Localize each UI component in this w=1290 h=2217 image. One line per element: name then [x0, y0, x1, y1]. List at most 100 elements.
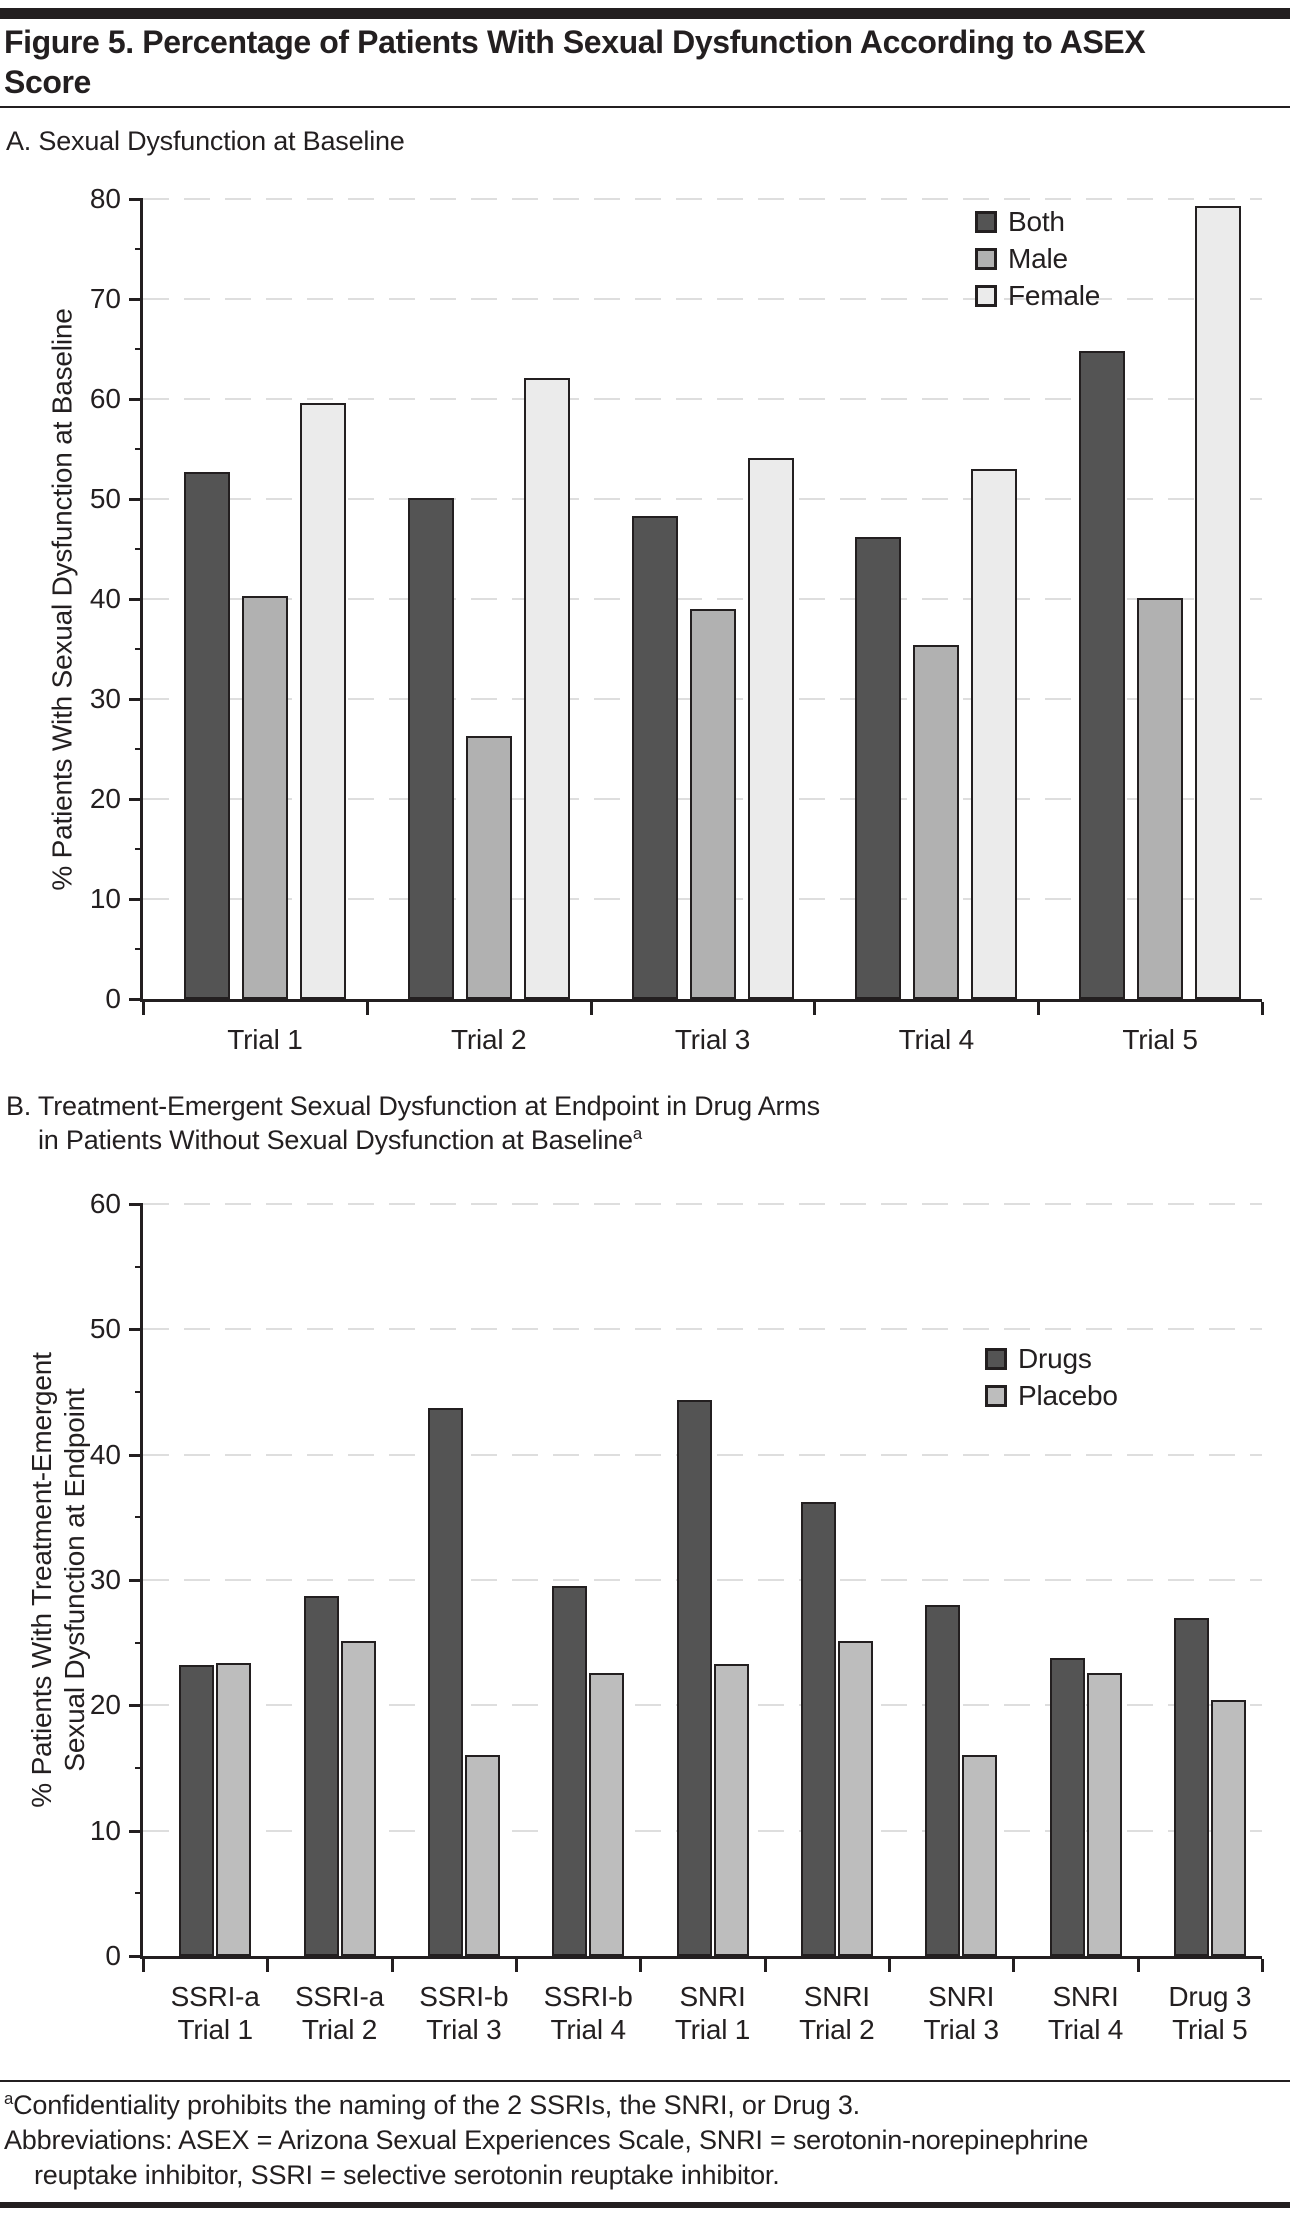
x-label-trial-2: Trial 2: [451, 1024, 527, 1055]
y-tick-50: [129, 1328, 143, 1332]
bar-snri-trial-1-placebo: [713, 1663, 749, 1956]
y-minor-tick-15: [135, 848, 143, 850]
y-tick-80: [129, 198, 143, 201]
x-label-ssri-a-trial-1: SSRI-a Trial 1: [153, 1980, 277, 2046]
x-label-line: Trial 3: [426, 2014, 502, 2045]
x-label-trial-1: Trial 1: [227, 1024, 303, 1055]
legend-label-female: Female: [1008, 280, 1101, 311]
y-tick-label-50: 50: [89, 1313, 121, 1345]
bar-trial-3-male: [689, 609, 736, 999]
top-rule: [0, 8, 1290, 19]
y-axis-label: % Patients With Sexual Dysfunction at Ba…: [46, 307, 78, 891]
gridline-60: [143, 1203, 1262, 1205]
y-tick-20: [129, 798, 143, 801]
y-minor-tick-5: [135, 948, 143, 950]
legend-swatch-placebo: [985, 1385, 1007, 1407]
x-tick-7: [1012, 1959, 1016, 1972]
x-label-line: SNRI: [679, 1981, 746, 2012]
gridline-50: [143, 1328, 1262, 1331]
y-tick-70: [129, 298, 143, 301]
footnote-line2: Abbreviations: ASEX = Arizona Sexual Exp…: [4, 2125, 1089, 2155]
bar-trial-1-female: [299, 403, 346, 999]
y-tick-label-60: 60: [89, 1188, 121, 1219]
legend-item-placebo: Placebo: [985, 1382, 1118, 1410]
x-tick-6: [888, 1959, 891, 1972]
gridline-40: [143, 598, 1262, 600]
y-tick-40: [129, 1453, 143, 1457]
y-tick-label-40: 40: [89, 1438, 121, 1470]
x-label-line: Trial 1: [177, 2014, 253, 2045]
x-label-trial-4: Trial 4: [898, 1024, 975, 1055]
bar-snri-trial-3-placebo: [962, 1755, 998, 1956]
footnote-line1: aConfidentiality prohibits the naming of…: [4, 2089, 860, 2120]
bar-snri-trial-4-placebo: [1086, 1672, 1122, 1956]
y-minor-tick-55: [135, 1265, 143, 1268]
bar-trial-1-male: [241, 596, 288, 999]
bar-trial-5-female: [1195, 206, 1242, 999]
y-minor-tick-75: [135, 248, 143, 250]
x-tick-3: [813, 1002, 817, 1015]
x-label-line: SSRI-b: [543, 1981, 633, 2012]
legend-item-both: Both: [975, 208, 1100, 236]
legend-swatch-female: [975, 285, 997, 307]
x-label-line: Trial 2: [301, 2014, 378, 2045]
x-label-line: Drug 3: [1168, 1981, 1252, 2012]
gridline-80: [143, 198, 1262, 200]
legend-item-drugs: Drugs: [985, 1345, 1118, 1373]
x-axis-line: [140, 1956, 1262, 1959]
y-minor-tick-15: [135, 1767, 143, 1769]
x-tick-2: [589, 1002, 593, 1015]
y-minor-tick-25: [135, 1641, 143, 1644]
legend-swatch-male: [975, 248, 997, 270]
y-axis-line: [140, 199, 143, 1002]
legend-swatch-drugs: [985, 1348, 1007, 1370]
panel-b-footnote-marker: a: [632, 1124, 642, 1143]
x-label-line: SSRI-b: [419, 1981, 509, 2012]
y-tick-50: [129, 498, 143, 501]
x-label-snri-trial-4: SNRI Trial 4: [1023, 1980, 1147, 2046]
x-label-ssri-b-trial-4: SSRI-b Trial 4: [526, 1980, 650, 2046]
x-label-line: Trial 4: [1047, 2014, 1124, 2045]
bar-ssri-b-trial-4-placebo: [589, 1672, 625, 1956]
legend-label-drugs: Drugs: [1018, 1343, 1092, 1374]
bar-ssri-b-trial-4-drugs: [552, 1586, 588, 1956]
y-minor-tick-45: [135, 548, 143, 550]
bar-snri-trial-4-drugs: [1049, 1657, 1085, 1956]
x-label-line: Trial 3: [923, 2014, 999, 2045]
gridline-60: [143, 398, 1262, 400]
x-label-ssri-b-trial-3: SSRI-b Trial 3: [402, 1980, 526, 2046]
footnote: aConfidentiality prohibits the naming of…: [4, 2088, 1286, 2193]
y-tick-label-0: 0: [105, 983, 121, 1014]
y-tick-60: [129, 1203, 143, 1206]
y-tick-label-10: 10: [89, 883, 121, 914]
footnote-line3: reuptake inhibitor, SSRI = selective ser…: [34, 2160, 780, 2190]
y-tick-label-80: 80: [89, 183, 121, 214]
bar-ssri-b-trial-3-placebo: [464, 1755, 500, 1956]
legend: Drugs Placebo: [985, 1345, 1118, 1419]
y-tick-label-50: 50: [89, 483, 121, 514]
panel-b-heading-line1: B. Treatment-Emergent Sexual Dysfunction…: [6, 1091, 820, 1121]
legend: Both Male Female: [975, 208, 1100, 319]
y-tick-0: [129, 1955, 143, 1958]
x-label-snri-trial-3: SNRI Trial 3: [899, 1980, 1023, 2046]
y-minor-tick-55: [135, 448, 143, 450]
x-tick-0: [142, 1002, 145, 1015]
bar-snri-trial-2-placebo: [837, 1641, 873, 1956]
x-label-snri-trial-2: SNRI Trial 2: [775, 1980, 899, 2046]
y-tick-label-20: 20: [89, 1689, 121, 1721]
x-tick-9: [1261, 1959, 1264, 1972]
bar-ssri-a-trial-1-placebo: [216, 1662, 252, 1956]
x-label-drug-3-trial-5: Drug 3 Trial 5: [1148, 1980, 1272, 2046]
y-tick-30: [129, 1579, 143, 1582]
x-label-line: SNRI: [1052, 1981, 1119, 2012]
legend-swatch-both: [975, 211, 997, 233]
x-label-ssri-a-trial-2: SSRI-a Trial 2: [277, 1980, 401, 2046]
x-tick-1: [266, 1959, 270, 1972]
x-tick-8: [1136, 1959, 1140, 1972]
y-tick-20: [129, 1704, 143, 1708]
bar-ssri-a-trial-1-drugs: [179, 1665, 215, 1956]
y-tick-label-70: 70: [89, 283, 121, 314]
footnote-marker: a: [4, 2089, 14, 2108]
bar-ssri-b-trial-3-drugs: [427, 1408, 463, 1956]
